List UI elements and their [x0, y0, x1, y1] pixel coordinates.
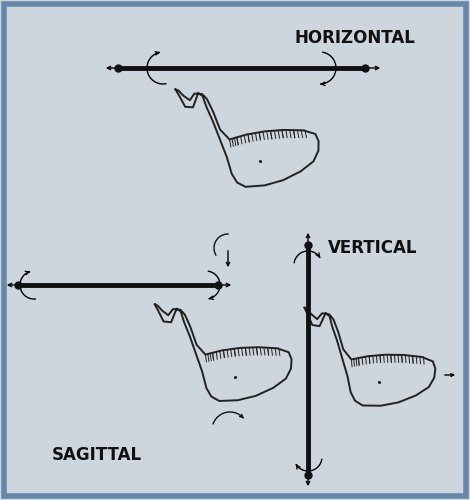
- Text: SAGITTAL: SAGITTAL: [52, 446, 142, 464]
- Text: VERTICAL: VERTICAL: [328, 239, 417, 257]
- Text: HORIZONTAL: HORIZONTAL: [295, 29, 416, 47]
